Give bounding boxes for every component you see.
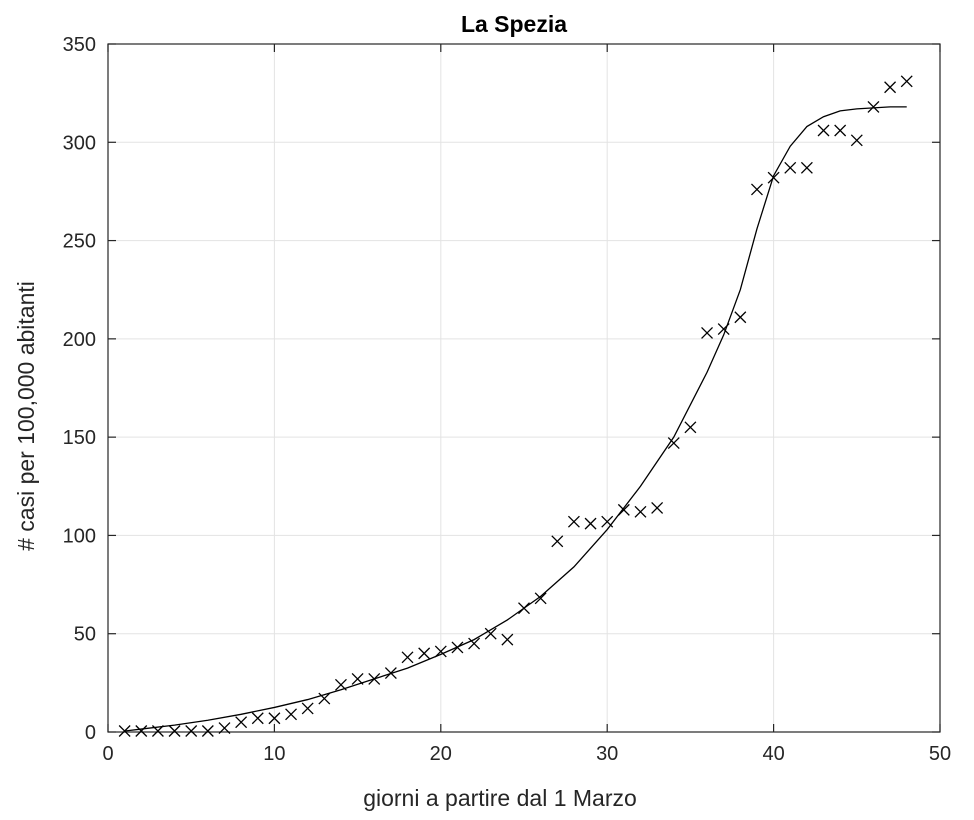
data-point-marker bbox=[900, 75, 913, 88]
data-point-marker bbox=[884, 81, 897, 94]
data-point-marker bbox=[401, 651, 414, 664]
plot-frame bbox=[107, 43, 941, 733]
data-point-marker bbox=[151, 725, 164, 737]
data-point-marker bbox=[351, 672, 364, 685]
y-axis-label: # casi per 100,000 abitanti bbox=[13, 281, 39, 551]
y-tick-label: 200 bbox=[63, 329, 96, 351]
data-point-marker bbox=[867, 100, 880, 113]
data-point-marker bbox=[817, 124, 830, 137]
data-point-marker bbox=[518, 602, 530, 615]
y-tick-label: 100 bbox=[63, 525, 96, 547]
data-point-marker bbox=[767, 171, 780, 184]
data-point-marker bbox=[251, 712, 264, 725]
data-point-marker bbox=[434, 645, 447, 658]
data-point-marker bbox=[235, 716, 248, 729]
data-point-marker bbox=[268, 712, 281, 725]
data-point-marker bbox=[285, 708, 297, 721]
data-point-marker bbox=[185, 725, 198, 737]
x-tick-label: 20 bbox=[430, 743, 452, 765]
data-point-marker bbox=[418, 647, 431, 660]
x-tick-label: 50 bbox=[929, 743, 951, 765]
data-point-marker bbox=[684, 421, 697, 434]
data-point-marker bbox=[701, 327, 713, 339]
data-point-marker bbox=[484, 627, 497, 640]
data-point-marker bbox=[135, 725, 148, 737]
x-tick-label: 40 bbox=[762, 743, 784, 765]
data-point-marker bbox=[201, 725, 214, 737]
data-point-marker bbox=[834, 124, 847, 137]
data-point-marker bbox=[368, 672, 381, 685]
data-point-marker bbox=[850, 134, 863, 147]
data-point-marker bbox=[717, 323, 730, 335]
x-tick-label: 0 bbox=[102, 743, 113, 765]
axis-ticks: 0 10 20 30 40 50 0 50 100 150 200 250 300 350 bbox=[63, 34, 952, 765]
fit-curve bbox=[124, 106, 907, 732]
data-point-marker bbox=[118, 725, 131, 737]
data-point-marker bbox=[301, 702, 314, 715]
data-point-marker bbox=[601, 515, 614, 528]
data-point-marker bbox=[384, 667, 397, 679]
data-point-marker bbox=[335, 678, 347, 691]
x-axis-label: giorni a partire dal 1 Marzo bbox=[363, 785, 637, 811]
y-tick-label: 300 bbox=[63, 132, 96, 154]
y-tick-label: 50 bbox=[74, 624, 96, 646]
data-point-marker bbox=[501, 633, 514, 646]
data-point-marker bbox=[468, 637, 481, 650]
data-point-marker bbox=[168, 725, 181, 737]
grid-lines bbox=[108, 44, 940, 732]
y-tick-label: 0 bbox=[85, 722, 96, 744]
data-point-marker bbox=[617, 503, 630, 516]
data-point-marker bbox=[584, 517, 597, 530]
x-tick-label: 30 bbox=[596, 743, 618, 765]
data-point-marker bbox=[784, 161, 797, 174]
y-tick-label: 350 bbox=[63, 34, 96, 56]
data-point-marker bbox=[634, 505, 647, 518]
data-point-marker bbox=[567, 515, 580, 528]
fit-curve-layer bbox=[124, 106, 907, 732]
data-point-marker bbox=[218, 722, 231, 735]
y-tick-label: 250 bbox=[63, 231, 96, 253]
data-point-marker bbox=[800, 161, 813, 174]
data-point-marker bbox=[667, 437, 680, 449]
data-point-marker bbox=[318, 692, 331, 705]
data-point-marker bbox=[751, 183, 763, 196]
data-point-marker bbox=[451, 641, 464, 654]
y-tick-label: 150 bbox=[63, 427, 96, 449]
data-point-marker bbox=[551, 535, 564, 548]
chart-title: La Spezia bbox=[461, 11, 567, 37]
data-markers bbox=[118, 75, 913, 737]
x-tick-label: 10 bbox=[263, 743, 285, 765]
data-point-marker bbox=[651, 501, 664, 514]
data-point-marker bbox=[734, 311, 747, 324]
data-point-marker bbox=[534, 592, 547, 605]
